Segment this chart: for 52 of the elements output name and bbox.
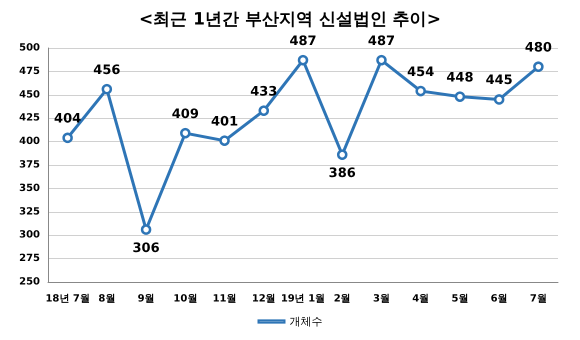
point: [298, 54, 308, 66]
point: [140, 224, 152, 235]
y-tick-label: 300: [19, 230, 40, 241]
x-tick-label: 19년 1월: [280, 294, 326, 304]
data-label: 386: [328, 166, 356, 181]
y-tick-label: 400: [19, 136, 40, 148]
point: [376, 54, 387, 66]
point: [258, 105, 270, 116]
x-tick-label: 6월: [490, 294, 508, 304]
legend-label: 개체수: [290, 315, 322, 328]
point: [180, 128, 191, 138]
data-label: 306: [132, 240, 160, 256]
data-label: 454: [407, 64, 434, 80]
point: [336, 149, 348, 160]
point: [494, 94, 504, 105]
y-tick-label: 325: [19, 206, 40, 218]
x-tick-label: 9월: [138, 294, 155, 304]
data-label: 487: [368, 34, 396, 49]
y-tick-label: 250: [19, 276, 40, 288]
x-tick-label: 3월: [372, 294, 390, 304]
y-tick-label: 450: [19, 89, 40, 100]
y-tick-label: 350: [19, 182, 40, 194]
y-tick-label: 500: [19, 42, 40, 54]
x-tick-label: 5월: [451, 294, 468, 304]
y-tick-label: 475: [19, 66, 40, 77]
x-tick-label: 4월: [412, 294, 430, 304]
data-label: 409: [172, 106, 199, 122]
point: [62, 132, 73, 144]
point: [415, 86, 426, 96]
x-tick-label: 8월: [98, 294, 116, 304]
data-label: 487: [289, 34, 317, 49]
x-tick-label: 18년 7월: [45, 294, 90, 304]
data-label: 448: [446, 70, 474, 86]
point: [102, 84, 112, 94]
x-tick-label: 11월: [212, 294, 236, 304]
data-label: 401: [210, 114, 238, 130]
data-label: 445: [486, 73, 513, 88]
point: [454, 91, 466, 102]
data-label: 404: [54, 112, 82, 127]
point: [219, 135, 230, 146]
data-label: 480: [524, 40, 552, 56]
y-tick-label: 275: [19, 253, 40, 264]
y-tick-label: 425: [19, 112, 40, 124]
x-tick-label: 2월: [334, 294, 351, 304]
point: [533, 61, 544, 72]
data-label: 433: [250, 84, 278, 100]
data-label: 456: [93, 62, 120, 78]
y-tick-label: 375: [19, 160, 40, 170]
x-tick-label: 7월: [530, 294, 547, 304]
x-tick-label: 10월: [173, 294, 198, 304]
chart-title: <최근 1년간 부산지역 신설법인 추이>: [139, 10, 441, 30]
x-tick-label: 12월: [252, 294, 276, 304]
